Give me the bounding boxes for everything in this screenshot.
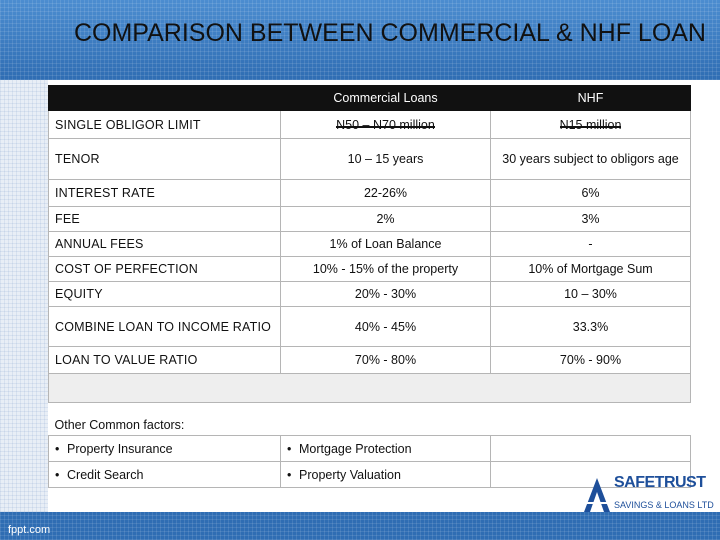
row-label: SINGLE OBLIGOR LIMIT [48, 110, 281, 139]
table-row: INTEREST RATE 22-26% 6% [48, 179, 691, 207]
header-commercial-loans: Commercial Loans [280, 85, 491, 111]
other-factors-heading: Other Common factors: [54, 418, 185, 432]
table-row: LOAN TO VALUE RATIO 70% - 80% 70% - 90% [48, 346, 691, 374]
row-label: COMBINE LOAN TO INCOME RATIO [48, 306, 281, 347]
commercial-value: 2% [280, 206, 491, 232]
factor-item: • Property Insurance [48, 435, 281, 462]
nhf-value: 10 – 30% [490, 281, 691, 307]
header-empty-cell [48, 85, 281, 111]
commercial-value: 10% - 15% of the property [280, 256, 491, 282]
bullet-icon: • [287, 467, 292, 482]
commercial-value: 70% - 80% [280, 346, 491, 374]
comparison-table: Commercial Loans NHF SINGLE OBLIGOR LIMI… [48, 85, 691, 488]
row-label: TENOR [48, 138, 281, 180]
bullet-icon: • [287, 441, 292, 456]
factor-text: Mortgage Protection [299, 441, 412, 456]
page-title: COMPARISON BETWEEN COMMERCIAL & NHF LOAN [73, 19, 706, 47]
nhf-value: 33.3% [490, 306, 691, 347]
title-banner [0, 0, 720, 80]
logo-mark-icon [584, 478, 610, 512]
struck-value: N15 million [559, 117, 622, 132]
row-label: EQUITY [48, 281, 281, 307]
logo-subtitle: SAVINGS & LOANS LTD [614, 500, 714, 510]
row-label: FEE [48, 206, 281, 232]
footer-text: fppt.com [8, 524, 51, 536]
factors-row: • Property Insurance • Mortgage Protection [48, 435, 691, 462]
nhf-value: - [490, 231, 691, 257]
commercial-value: 10 – 15 years [280, 138, 491, 180]
factor-item: • Mortgage Protection [280, 435, 491, 462]
nhf-value: 70% - 90% [490, 346, 691, 374]
table-row: COST OF PERFECTION 10% - 15% of the prop… [48, 256, 691, 282]
commercial-value: 1% of Loan Balance [280, 231, 491, 257]
row-label: ANNUAL FEES [48, 231, 281, 257]
table-row: EQUITY 20% - 30% 10 – 30% [48, 281, 691, 307]
nhf-value: 6% [490, 179, 691, 207]
bullet-icon: • [55, 467, 60, 482]
nhf-value: N15 million [490, 110, 691, 139]
safetrust-logo: SAFETRUST SAVINGS & LOANS LTD [580, 470, 720, 516]
factor-text: Credit Search [67, 467, 144, 482]
factor-text: Property Insurance [67, 441, 173, 456]
table-row: ANNUAL FEES 1% of Loan Balance - [48, 231, 691, 257]
blank-cell [48, 373, 691, 403]
row-label: LOAN TO VALUE RATIO [48, 346, 281, 374]
factor-text: Property Valuation [299, 467, 401, 482]
struck-value: N50 – N70 million [336, 117, 435, 132]
factor-empty-cell [490, 461, 691, 488]
header-nhf: NHF [490, 85, 691, 111]
logo-name: SAFETRUST [614, 474, 706, 491]
nhf-value: 30 years subject to obligors age [490, 138, 691, 180]
table-row: SINGLE OBLIGOR LIMIT N50 – N70 million N… [48, 110, 691, 139]
footer-bar [0, 512, 720, 540]
commercial-value: 20% - 30% [280, 281, 491, 307]
bullet-icon: • [55, 441, 60, 456]
other-factors-header-row: Other Common factors: [49, 403, 691, 436]
row-label: INTEREST RATE [48, 179, 281, 207]
table-row: TENOR 10 – 15 years 30 years subject to … [48, 138, 691, 180]
commercial-value: 40% - 45% [280, 306, 491, 347]
nhf-value: 10% of Mortgage Sum [490, 256, 691, 282]
row-label: COST OF PERFECTION [48, 256, 281, 282]
factor-item: • Credit Search [48, 461, 281, 488]
table-header-row: Commercial Loans NHF [48, 85, 691, 111]
commercial-value: N50 – N70 million [280, 110, 491, 139]
commercial-value: 22-26% [280, 179, 491, 207]
table-row: FEE 2% 3% [48, 206, 691, 232]
left-decorative-strip [0, 80, 48, 512]
table-row: COMBINE LOAN TO INCOME RATIO 40% - 45% 3… [48, 306, 691, 347]
factors-row: • Credit Search • Property Valuation [48, 461, 691, 488]
factor-empty-cell [490, 435, 691, 462]
blank-row [48, 373, 691, 403]
nhf-value: 3% [490, 206, 691, 232]
factor-item: • Property Valuation [280, 461, 491, 488]
